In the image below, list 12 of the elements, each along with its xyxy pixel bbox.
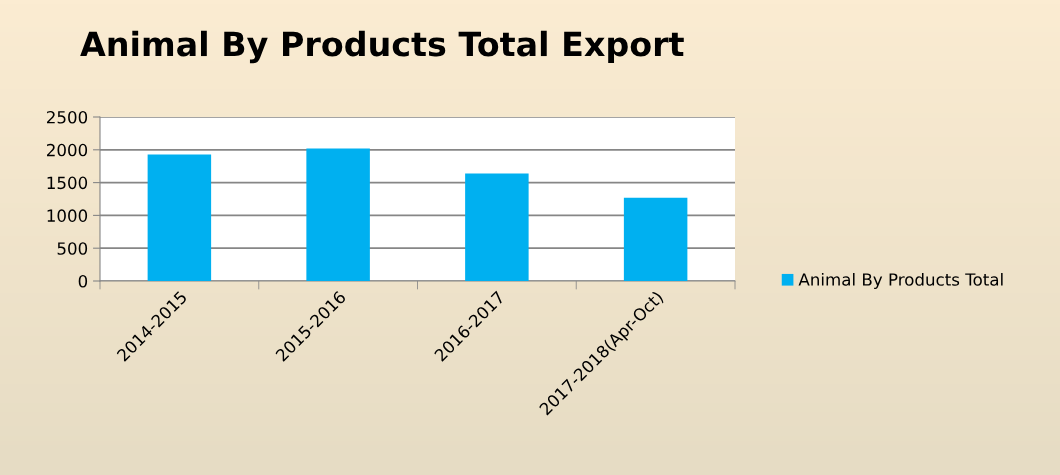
legend-label: Animal By Products Total <box>798 272 1003 290</box>
y-tick-label: 2000 <box>47 143 88 157</box>
y-tick-label: 2500 <box>47 110 88 124</box>
y-tick-label: 500 <box>57 242 88 255</box>
bar <box>465 173 529 281</box>
bar <box>147 154 212 281</box>
y-tick-label: 1500 <box>47 176 88 190</box>
bar <box>623 197 688 281</box>
bar <box>306 148 370 281</box>
y-tick-label: 0 <box>78 274 88 288</box>
y-tick-label: 1000 <box>47 209 88 222</box>
chart-title: Animal By Products Total Export <box>80 30 684 64</box>
